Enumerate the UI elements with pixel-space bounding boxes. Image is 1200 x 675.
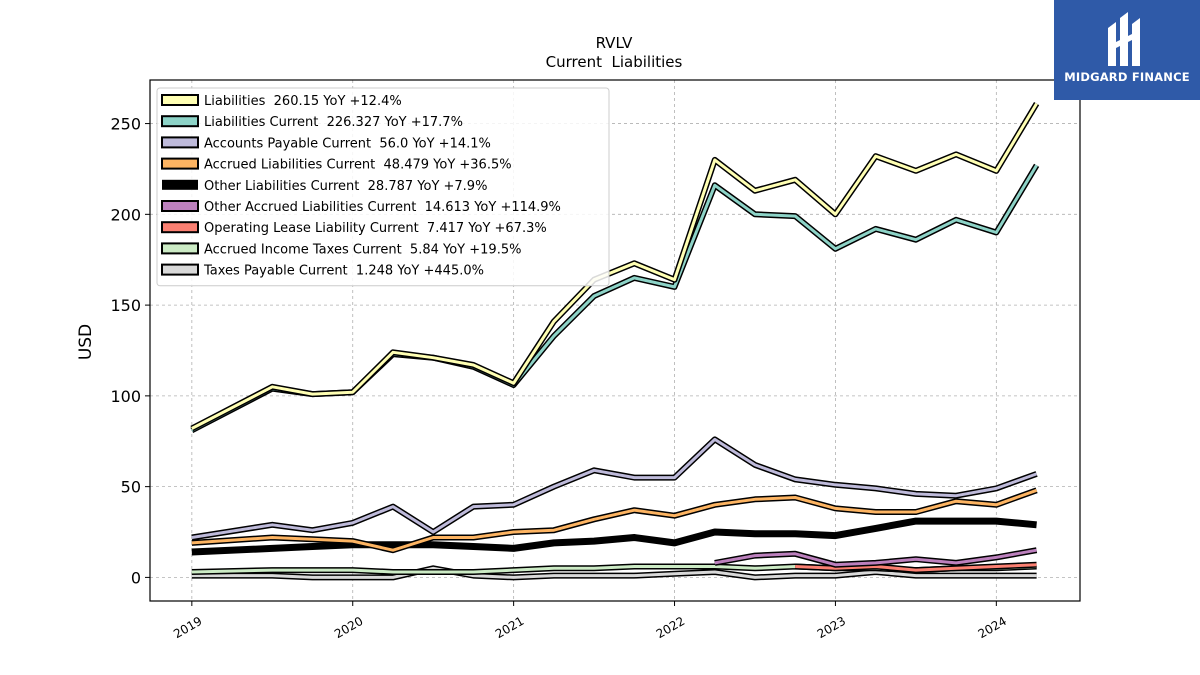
legend-item: Operating Lease Liability Current 7.417 … xyxy=(161,221,547,236)
legend-item: Accrued Income Taxes Current 5.84 YoY +1… xyxy=(161,242,521,257)
legend-item: Accrued Liabilities Current 48.479 YoY +… xyxy=(161,157,512,173)
midgard-finance-logo: MIDGARD FINANCE xyxy=(1054,0,1200,100)
legend-item: Liabilities 260.15 YoY +12.4% xyxy=(161,94,402,109)
series-line xyxy=(714,548,1037,567)
legend-item: Other Accrued Liabilities Current 14.613… xyxy=(161,200,561,215)
chart-title: RVLV xyxy=(596,34,634,52)
legend-label: Liabilities 260.15 YoY +12.4% xyxy=(204,94,402,109)
legend-label: Operating Lease Liability Current 7.417 … xyxy=(204,221,547,236)
legend-label: Accrued Income Taxes Current 5.84 YoY +1… xyxy=(204,242,521,257)
legend-swatch xyxy=(161,263,199,276)
y-tick-label: 100 xyxy=(110,387,141,406)
x-tick-label: 2020 xyxy=(332,614,365,641)
legend-swatch xyxy=(162,179,198,190)
y-axis-label: USD xyxy=(76,324,96,360)
series-taxes-payable-current xyxy=(191,565,1037,581)
legend-label: Other Accrued Liabilities Current 14.613… xyxy=(204,200,561,215)
legend-label: Other Liabilities Current 28.787 YoY +7.… xyxy=(204,179,487,194)
series-line xyxy=(191,488,1038,552)
series-operating-lease-liability-current xyxy=(795,561,1037,574)
x-tick-label: 2022 xyxy=(654,614,687,641)
legend-swatch xyxy=(161,200,199,212)
y-tick-label: 0 xyxy=(131,568,141,587)
legend-swatch xyxy=(161,221,199,234)
y-tick-label: 250 xyxy=(110,115,141,134)
series-line xyxy=(191,517,1037,556)
series-line xyxy=(191,437,1038,539)
x-tick-label: 2019 xyxy=(171,614,204,641)
legend-item: Liabilities Current 226.327 YoY +17.7% xyxy=(161,115,463,130)
logo-text: MIDGARD FINANCE xyxy=(1064,70,1190,84)
legend: Liabilities 260.15 YoY +12.4% Liabilities… xyxy=(156,87,610,287)
logo-mark-icon xyxy=(1108,12,1140,66)
plot-area-frame xyxy=(149,79,1081,602)
y-tick-label: 150 xyxy=(110,296,141,315)
x-tick-label: 2021 xyxy=(493,614,526,641)
x-tick-label: 2023 xyxy=(815,614,848,641)
legend-item: Other Liabilities Current 28.787 YoY +7.… xyxy=(162,179,487,194)
x-tick-label: 2024 xyxy=(976,614,1009,641)
legend-swatch xyxy=(161,136,199,149)
series-liabilities xyxy=(190,102,1040,432)
chart-subtitle: Current Liabilities xyxy=(546,53,683,71)
series-accounts-payable-current xyxy=(191,436,1038,541)
legend-swatch xyxy=(161,157,199,170)
legend-swatch xyxy=(161,115,199,128)
series-accrued-liabilities-current xyxy=(191,487,1038,554)
legend-label: Accounts Payable Current 56.0 YoY +14.1% xyxy=(204,136,491,151)
legend-item: Taxes Payable Current 1.248 YoY +445.0% xyxy=(161,263,484,279)
legend-box xyxy=(156,87,610,287)
series-line xyxy=(191,102,1038,430)
axis-ticks: 2019 2020 2021 2022 2023 2024 0 50 100 150 200 250 xyxy=(110,115,1009,642)
legend-item: Accounts Payable Current 56.0 YoY +14.1% xyxy=(161,136,491,151)
legend-label: Taxes Payable Current 1.248 YoY +445.0% xyxy=(203,264,484,279)
series-other-accrued-liabilities-current xyxy=(714,547,1038,568)
series-line xyxy=(191,566,1037,579)
y-tick-label: 50 xyxy=(121,478,141,497)
series-line xyxy=(795,563,1037,572)
legend-label: Liabilities Current 226.327 YoY +17.7% xyxy=(204,115,463,130)
legend-swatch xyxy=(161,94,199,106)
y-tick-label: 200 xyxy=(110,205,141,224)
series-other-liabilities-current xyxy=(191,517,1037,556)
series-layer xyxy=(190,102,1040,581)
legend-label: Accrued Liabilities Current 48.479 YoY +… xyxy=(204,158,512,173)
legend-swatch xyxy=(161,242,199,255)
